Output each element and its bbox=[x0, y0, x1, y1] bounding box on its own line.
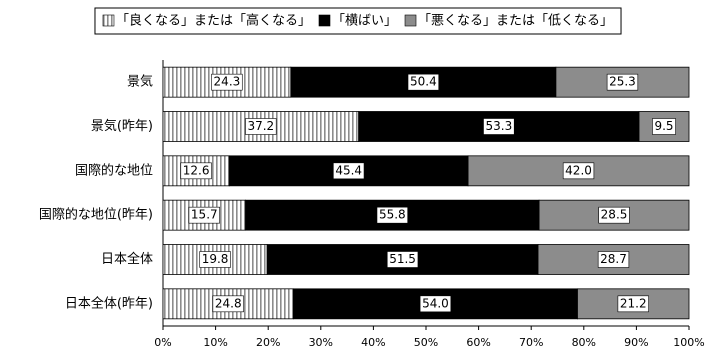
value-label: 12.6 bbox=[183, 163, 210, 177]
value-label-box bbox=[562, 162, 595, 180]
x-tick-label: 80% bbox=[572, 336, 596, 349]
value-label-group: 51.5 bbox=[386, 251, 419, 268]
x-tick-label: 70% bbox=[519, 336, 543, 349]
value-label: 55.8 bbox=[379, 208, 406, 222]
value-label-group: 19.8 bbox=[199, 251, 231, 268]
x-tick-label: 90% bbox=[624, 336, 648, 349]
x-tick-label: 20% bbox=[256, 336, 280, 349]
value-label: 28.7 bbox=[600, 252, 627, 266]
category-label: 景気 bbox=[127, 74, 153, 90]
value-label-group: 54.0 bbox=[419, 295, 452, 313]
x-tick-label: 10% bbox=[203, 336, 227, 349]
value-label: 25.3 bbox=[609, 75, 636, 89]
value-label: 54.0 bbox=[422, 296, 449, 310]
x-tick-label: 50% bbox=[414, 336, 438, 349]
legend-swatch bbox=[102, 14, 115, 27]
value-label-box bbox=[212, 295, 244, 313]
value-label-box bbox=[180, 162, 212, 180]
category-label: 国際的な地位 bbox=[75, 162, 153, 178]
value-label-group: 28.7 bbox=[597, 251, 630, 268]
x-tick-label: 0% bbox=[154, 336, 171, 349]
value-label-box bbox=[188, 206, 220, 224]
value-label-box bbox=[199, 251, 231, 268]
value-label-group: 53.3 bbox=[483, 118, 515, 135]
value-label: 24.3 bbox=[214, 75, 241, 89]
value-label: 37.2 bbox=[247, 119, 274, 133]
x-tick-label: 60% bbox=[466, 336, 490, 349]
value-label: 28.5 bbox=[601, 208, 628, 222]
legend-label: 「横ばい」 bbox=[332, 14, 397, 29]
value-label-box bbox=[483, 118, 515, 135]
value-label-group: 50.4 bbox=[407, 73, 440, 91]
legend: 「良くなる」または「高くなる」 「横ばい」 「悪くなる」または「低くなる」 bbox=[94, 7, 622, 35]
value-label-group: 42.0 bbox=[562, 162, 595, 180]
value-label-box bbox=[617, 295, 649, 313]
x-tick-label: 40% bbox=[361, 336, 385, 349]
value-label-box bbox=[333, 162, 365, 180]
value-label-box bbox=[245, 118, 277, 135]
value-label-group: 15.7 bbox=[188, 206, 220, 224]
value-label-group: 45.4 bbox=[333, 162, 365, 180]
bar-segment bbox=[293, 288, 578, 320]
value-label-group: 25.3 bbox=[606, 73, 639, 91]
value-label: 9.5 bbox=[654, 119, 673, 133]
value-label: 15.7 bbox=[191, 208, 218, 222]
category-label: 日本全体(昨年) bbox=[65, 295, 153, 311]
value-label-box bbox=[211, 73, 243, 91]
legend-box bbox=[94, 7, 622, 35]
value-label-group: 55.8 bbox=[376, 206, 408, 224]
legend-label: 「悪くなる」または「低くなる」 bbox=[418, 14, 613, 29]
value-label: 24.8 bbox=[215, 296, 242, 310]
value-label-box bbox=[652, 118, 676, 135]
value-label-group: 24.8 bbox=[212, 295, 244, 313]
bar-segment bbox=[537, 244, 690, 275]
value-label-box bbox=[598, 206, 630, 224]
value-label: 50.4 bbox=[410, 75, 437, 89]
value-label-group: 28.5 bbox=[598, 206, 630, 224]
legend-swatch bbox=[318, 14, 331, 27]
value-label: 51.5 bbox=[389, 252, 416, 266]
legend-swatch bbox=[404, 14, 417, 27]
value-label-box bbox=[419, 295, 452, 313]
category-label: 国際的な地位(昨年) bbox=[39, 207, 153, 223]
value-label: 42.0 bbox=[565, 163, 592, 177]
value-label-box bbox=[597, 251, 630, 268]
value-label-box bbox=[386, 251, 419, 268]
value-label-group: 9.5 bbox=[652, 118, 676, 135]
value-label-group: 12.6 bbox=[180, 162, 212, 180]
category-label: 景気(昨年) bbox=[91, 118, 153, 134]
x-tick-label: 100% bbox=[673, 336, 704, 349]
category-label: 日本全体 bbox=[101, 251, 153, 267]
value-label-box bbox=[606, 73, 639, 91]
value-label-group: 24.3 bbox=[211, 73, 243, 91]
value-label: 53.3 bbox=[485, 119, 512, 133]
value-label: 45.4 bbox=[335, 163, 362, 177]
value-label: 19.8 bbox=[202, 252, 229, 266]
value-label-group: 37.2 bbox=[245, 118, 277, 135]
x-tick-label: 30% bbox=[309, 336, 333, 349]
legend-label: 「良くなる」または「高くなる」 bbox=[116, 13, 311, 29]
value-label: 21.2 bbox=[620, 296, 647, 310]
value-label-group: 21.2 bbox=[617, 295, 649, 313]
value-label-box bbox=[376, 206, 408, 224]
value-label-box bbox=[407, 73, 440, 91]
